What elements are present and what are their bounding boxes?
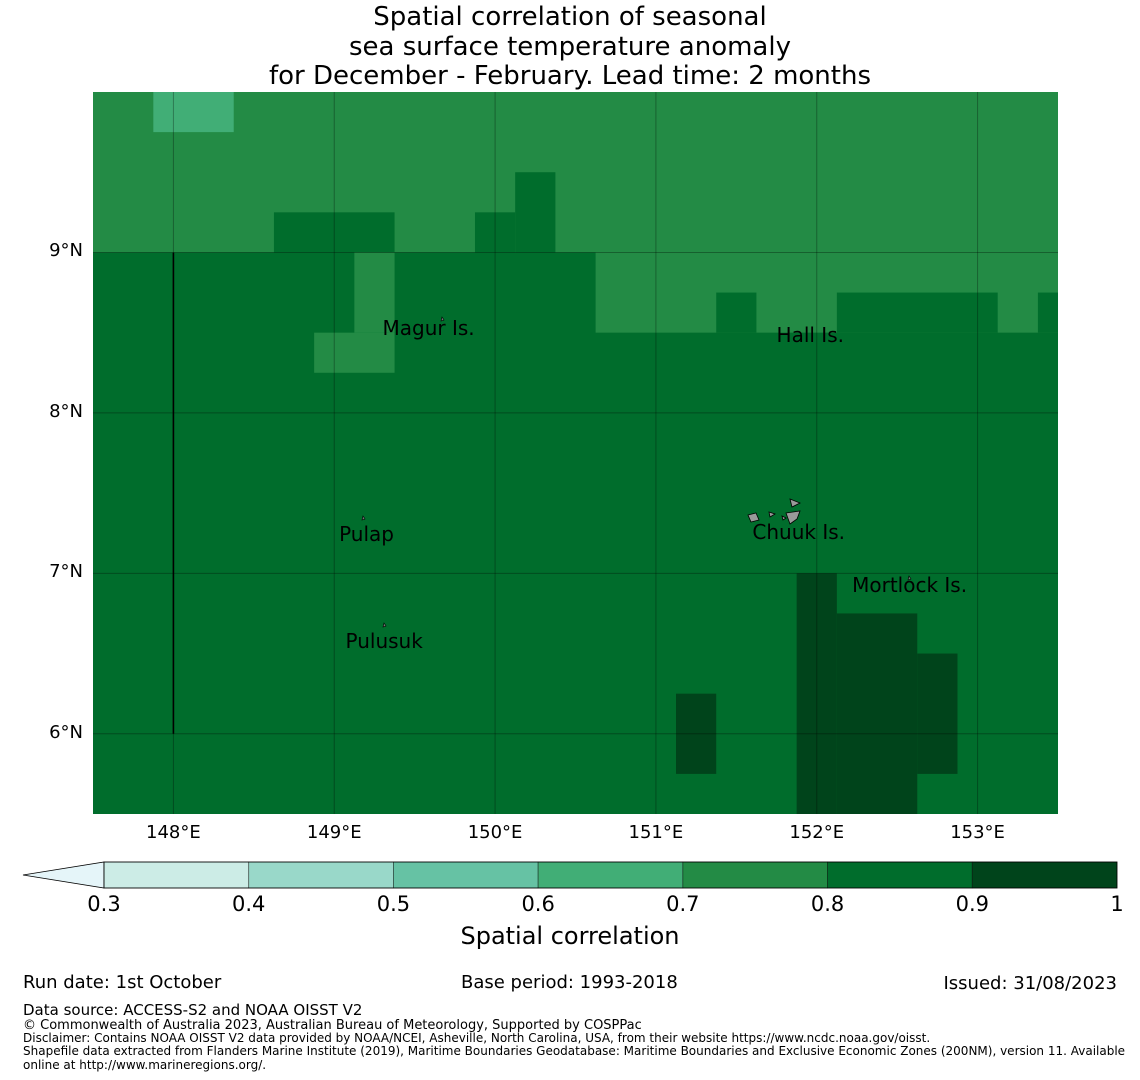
place-label: Pulap xyxy=(339,521,394,546)
colorbar-tick-label: 0.7 xyxy=(666,892,700,916)
colorbar-tick-label: 0.8 xyxy=(810,892,845,916)
chart-title-line-3: for December - February. Lead time: 2 mo… xyxy=(268,61,871,91)
longitude-tick-label: 153°E xyxy=(950,822,1005,843)
base-period: Base period: 1993-2018 xyxy=(461,972,678,993)
chart-title-line-2: sea surface temperature anomaly xyxy=(349,32,791,62)
chuuk-islands xyxy=(747,498,801,525)
correlation-cell xyxy=(917,653,958,774)
data-source: Data source: ACCESS-S2 and NOAA OISST V2 xyxy=(23,1001,363,1019)
colorbar xyxy=(22,861,1118,889)
colorbar-segment xyxy=(827,861,973,889)
island-shape xyxy=(768,511,776,518)
colorbar-tick-label: 0.9 xyxy=(955,892,989,916)
shapefile-credit-line-1: Shapefile data extracted from Flanders M… xyxy=(23,1044,1126,1058)
correlation-cell xyxy=(354,252,395,333)
colorbar-tick-label: 0.4 xyxy=(232,892,266,916)
correlation-cell xyxy=(515,172,556,253)
colorbar-segment xyxy=(971,861,1118,889)
longitude-tick-label: 151°E xyxy=(628,822,684,843)
colorbar-tick-label: 1 xyxy=(1110,892,1124,916)
correlation-cell xyxy=(676,693,717,774)
longitude-tick-label: 148°E xyxy=(146,822,201,843)
island-shape xyxy=(785,510,801,525)
colorbar-segment xyxy=(682,861,828,889)
place-label: Hall Is. xyxy=(776,322,844,347)
correlation-cell xyxy=(474,212,516,253)
colorbar-segment xyxy=(248,861,394,889)
colorbar-outline xyxy=(103,861,1118,889)
correlation-cell xyxy=(716,292,757,333)
latitude-tick-label: 7°N xyxy=(49,561,83,583)
colorbar-segment xyxy=(393,861,539,889)
island-shape xyxy=(781,515,787,521)
correlation-cell xyxy=(153,92,234,133)
colorbar-extend-arrow xyxy=(22,861,105,889)
correlation-cell xyxy=(314,332,395,373)
colorbar-title: Spatial correlation xyxy=(460,922,680,950)
latitude-tick-label: 9°N xyxy=(49,240,83,262)
correlation-cell xyxy=(1037,292,1058,333)
correlation-cell xyxy=(836,292,998,333)
correlation-cell xyxy=(836,613,918,814)
colorbar-tick-label: 0.5 xyxy=(376,892,411,916)
island-shape xyxy=(789,498,801,508)
correlation-cell xyxy=(93,92,1058,253)
longitude-tick-label: 149°E xyxy=(306,822,362,843)
place-label: Chuuk Is. xyxy=(752,520,846,545)
longitude-tick-label: 152°E xyxy=(789,822,845,843)
correlation-cell xyxy=(273,212,395,253)
atoll-marker xyxy=(907,575,912,581)
shapefile-credit-line-2: online at http://www.marineregions.org/. xyxy=(23,1058,267,1072)
latitude-tick-label: 6°N xyxy=(49,721,83,743)
chart-title-line-1: Spatial correlation of seasonal xyxy=(373,2,767,32)
atoll-marker xyxy=(382,622,387,628)
colorbar-tick-label: 0.3 xyxy=(87,892,121,916)
colorbar-segment xyxy=(103,861,250,889)
atoll-marker xyxy=(440,316,445,322)
issued-date: Issued: 31/08/2023 xyxy=(943,973,1117,994)
disclaimer: Disclaimer: Contains NOAA OISST V2 data … xyxy=(23,1031,931,1045)
colorbar-tick-label: 0.6 xyxy=(521,892,555,916)
correlation-map xyxy=(93,92,1058,814)
correlation-cell xyxy=(796,573,837,814)
latitude-tick-label: 8°N xyxy=(49,400,83,422)
place-label: Pulusuk xyxy=(345,629,423,654)
atoll-marker xyxy=(361,515,366,521)
run-date: Run date: 1st October xyxy=(23,972,222,993)
place-label: Magur Is. xyxy=(382,316,475,341)
copyright: © Commonwealth of Australia 2023, Austra… xyxy=(23,1018,642,1033)
island-shape xyxy=(747,512,760,523)
longitude-tick-label: 150°E xyxy=(467,822,523,843)
place-label: Mortlock Is. xyxy=(852,573,968,598)
colorbar-segment xyxy=(537,861,684,889)
